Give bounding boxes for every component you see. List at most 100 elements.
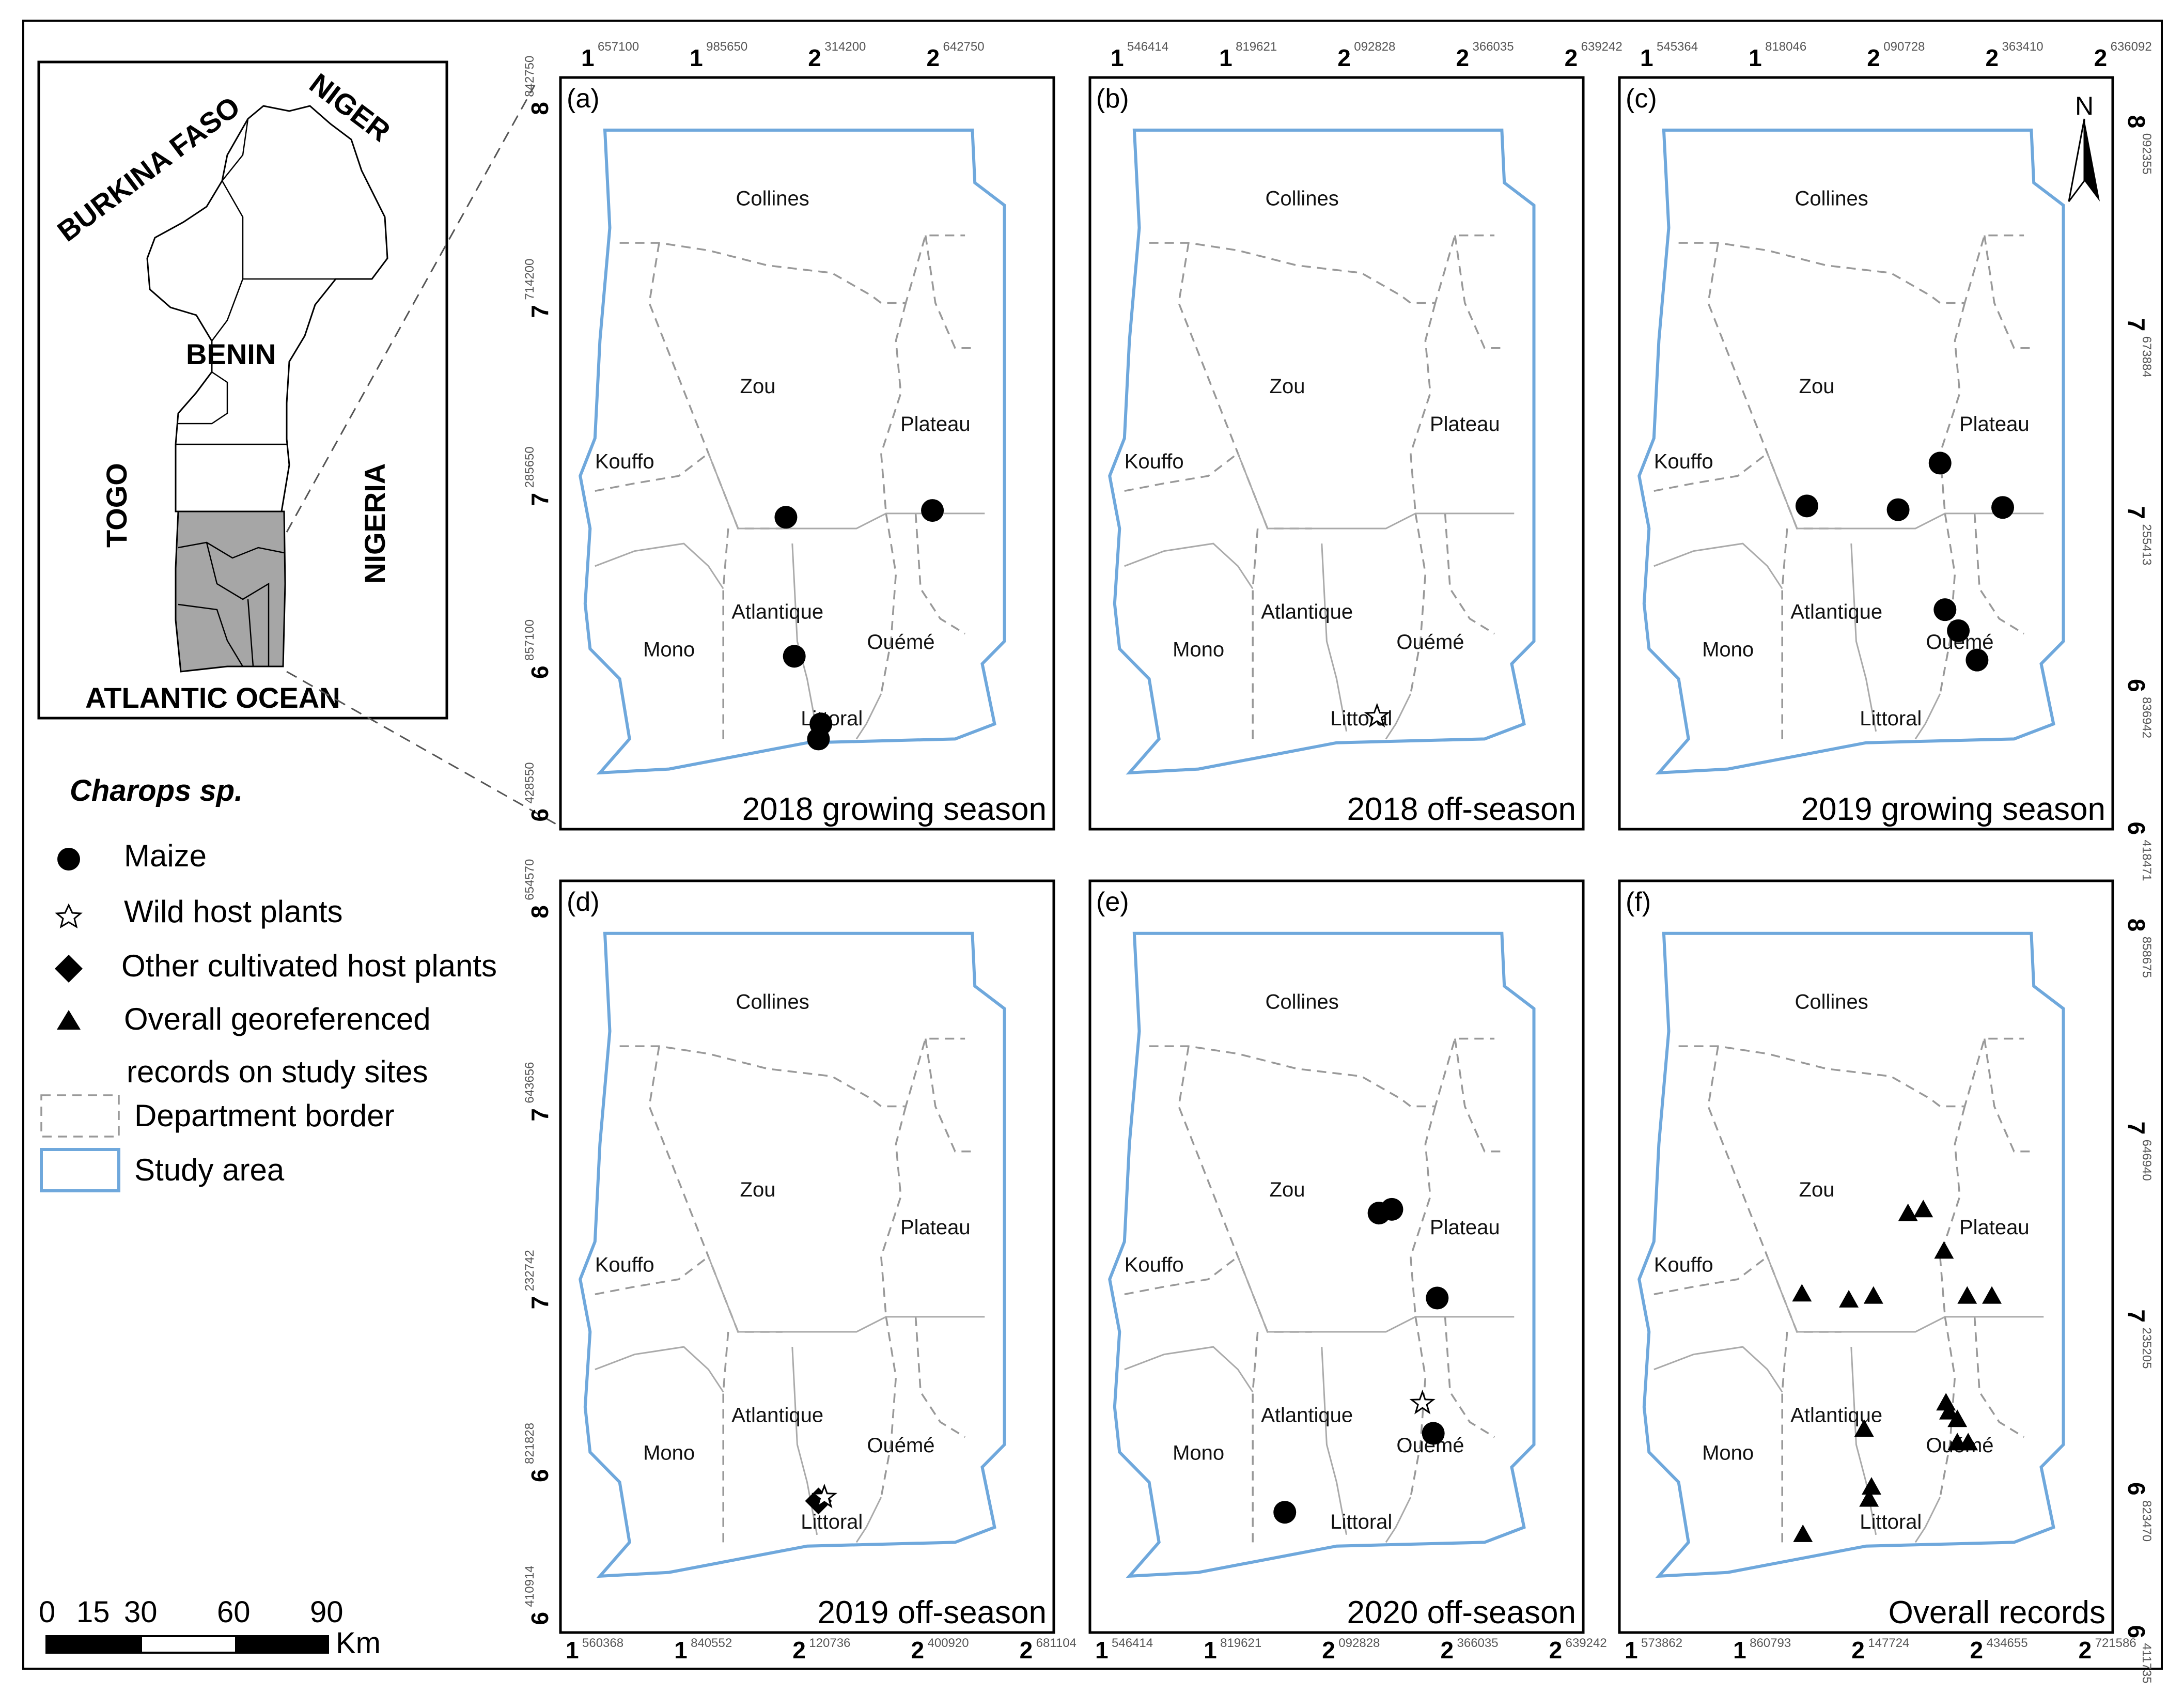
region-label: Kouffo bbox=[1125, 450, 1184, 473]
region-label: Collines bbox=[1795, 990, 1868, 1013]
department-border bbox=[1914, 1497, 1941, 1543]
department-border bbox=[595, 542, 724, 589]
coord-tick-minor: 232742 bbox=[523, 1250, 537, 1291]
region-label: Zou bbox=[1799, 375, 1835, 398]
region-label: Collines bbox=[736, 187, 809, 210]
region-label: Kouffo bbox=[1654, 450, 1713, 473]
panel-caption: 2019 off-season bbox=[817, 1595, 1047, 1630]
coord-tick-minor: 823470 bbox=[2140, 1500, 2154, 1542]
coord-tick-minor: 410914 bbox=[523, 1565, 537, 1607]
overall-record-marker bbox=[1792, 1284, 1812, 1302]
coord-tick-minor: 681104 bbox=[1036, 1636, 1077, 1650]
department-border bbox=[1678, 1037, 2024, 1108]
maize-record-marker bbox=[1947, 619, 1970, 642]
overall-record-marker bbox=[1934, 1241, 1954, 1259]
study-area-outline bbox=[1637, 128, 2065, 775]
department-border bbox=[595, 1256, 709, 1296]
maize-record-marker bbox=[1273, 1501, 1297, 1524]
coord-tick-minor: 560368 bbox=[582, 1636, 623, 1650]
department-border bbox=[914, 1316, 966, 1438]
department-border bbox=[1983, 235, 2034, 349]
figure-border bbox=[22, 20, 2163, 1670]
coord-tick-major: 1 bbox=[1219, 44, 1233, 71]
coord-tick-major: 8 bbox=[526, 102, 553, 115]
map-panel: CollinesZouPlateauKouffoAtlantiqueMonoOu… bbox=[1618, 879, 2154, 1684]
coord-tick-minor: 573862 bbox=[1641, 1636, 1682, 1650]
overall-record-marker bbox=[1863, 1286, 1883, 1304]
region-label: Plateau bbox=[1430, 413, 1500, 436]
region-label: Collines bbox=[1795, 187, 1868, 210]
coord-tick-minor: 546414 bbox=[1127, 40, 1168, 54]
department-border bbox=[1454, 235, 1505, 349]
maize-record-marker bbox=[1380, 1198, 1403, 1221]
region-label: Plateau bbox=[900, 1216, 971, 1239]
panel-caption: 2018 growing season bbox=[742, 791, 1047, 827]
region-label: Ouémé bbox=[867, 631, 934, 654]
legend-label-department-border: Department border bbox=[134, 1098, 395, 1133]
maize-record-marker bbox=[1426, 1286, 1449, 1310]
zoom-connector-bottom bbox=[286, 671, 561, 828]
coord-tick-major: 8 bbox=[526, 905, 553, 919]
department-border bbox=[1321, 543, 1348, 732]
legend-symbol-circle bbox=[57, 848, 80, 871]
department-border bbox=[1149, 234, 1495, 304]
coord-tick-major: 6 bbox=[526, 665, 553, 679]
region-label: Plateau bbox=[900, 413, 971, 436]
coord-tick-major: 1 bbox=[1625, 1637, 1638, 1664]
coord-tick-major: 2 bbox=[1322, 1637, 1335, 1664]
legend: Charops sp. Maize Wild host plants Other… bbox=[40, 774, 497, 1192]
inset-label-nigeria: NIGERIA bbox=[358, 463, 391, 584]
coord-tick-minor: 092828 bbox=[1354, 40, 1395, 54]
coord-tick-minor: 860793 bbox=[1750, 1636, 1791, 1650]
department-border bbox=[1149, 1037, 1495, 1108]
panel-frame bbox=[1618, 76, 2114, 831]
panel-label: (f) bbox=[1626, 887, 1651, 917]
maize-record-marker bbox=[1795, 494, 1818, 518]
coord-tick-minor: 643656 bbox=[523, 1062, 537, 1104]
department-border bbox=[914, 513, 966, 635]
coord-tick-minor: 092355 bbox=[2140, 133, 2154, 175]
maize-record-marker bbox=[1422, 1422, 1445, 1445]
department-border bbox=[880, 513, 897, 694]
coord-tick-major: 6 bbox=[2123, 821, 2150, 835]
region-label: Zou bbox=[1799, 1178, 1835, 1201]
department-border bbox=[1237, 1256, 1515, 1333]
legend-title: Charops sp. bbox=[70, 774, 243, 807]
coord-tick-major: 7 bbox=[526, 493, 553, 506]
coord-tick-major: 6 bbox=[526, 1612, 553, 1625]
department-border bbox=[1385, 1497, 1412, 1543]
overall-record-marker bbox=[1957, 1286, 1977, 1304]
zoom-connector-top bbox=[286, 85, 536, 533]
coord-tick-minor: 673884 bbox=[2140, 336, 2154, 378]
department-border bbox=[880, 303, 907, 514]
coord-tick-major: 2 bbox=[1867, 44, 1880, 71]
department-border bbox=[1767, 453, 2044, 530]
region-label: Atlantique bbox=[1261, 601, 1353, 624]
coord-tick-minor: 314200 bbox=[824, 40, 866, 54]
coord-tick-major: 2 bbox=[911, 1637, 925, 1664]
department-border bbox=[1850, 1347, 1877, 1535]
region-label: Plateau bbox=[1430, 1216, 1500, 1239]
region-label: Atlantique bbox=[731, 601, 823, 624]
department-border bbox=[1321, 1347, 1348, 1535]
maize-record-marker bbox=[1928, 452, 1952, 475]
legend-symbol-star bbox=[55, 903, 83, 929]
maize-record-marker bbox=[774, 506, 798, 529]
inset-label-atlantic-ocean: ATLANTIC OCEAN bbox=[85, 681, 340, 714]
panel-frame bbox=[1088, 879, 1585, 1634]
overall-record-marker bbox=[1793, 1524, 1813, 1542]
wild-host-record-marker bbox=[1364, 703, 1390, 728]
maize-record-marker bbox=[1933, 598, 1957, 621]
department-border bbox=[924, 235, 975, 349]
coord-tick-major: 1 bbox=[1204, 1637, 1217, 1664]
department-border bbox=[595, 453, 709, 492]
department-border bbox=[1781, 528, 1788, 739]
region-label: Collines bbox=[736, 990, 809, 1013]
department-border bbox=[1252, 1331, 1259, 1543]
overall-record-marker bbox=[1854, 1419, 1874, 1437]
coord-tick-major: 1 bbox=[1749, 44, 1762, 71]
coord-tick-major: 6 bbox=[2123, 679, 2150, 692]
region-label: Mono bbox=[1702, 1441, 1754, 1464]
region-label: Mono bbox=[1173, 1441, 1224, 1464]
